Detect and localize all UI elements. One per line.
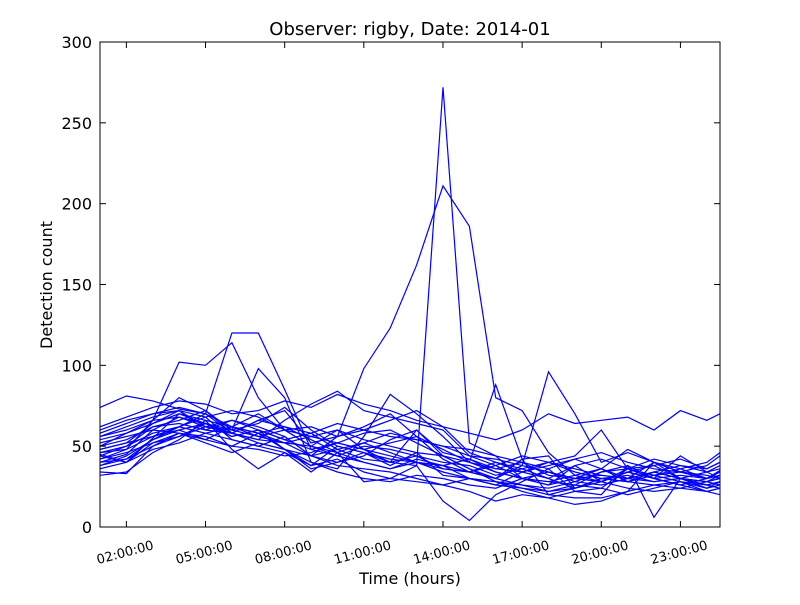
series-line-19 <box>100 393 720 441</box>
series-line-4 <box>100 367 720 489</box>
x-tick-label: 14:00:00 <box>412 538 472 568</box>
y-tick-label: 0 <box>82 518 92 537</box>
x-tick-label: 08:00:00 <box>253 538 313 568</box>
y-tick-label: 250 <box>61 114 92 133</box>
y-tick-label: 300 <box>61 33 92 52</box>
series-line-2 <box>100 87 720 486</box>
y-tick-label: 150 <box>61 276 92 295</box>
x-tick-label: 20:00:00 <box>570 538 630 568</box>
x-tick-label: 11:00:00 <box>333 538 393 568</box>
series-line-22 <box>100 422 720 480</box>
series-line-23 <box>100 429 720 506</box>
series-line-21 <box>100 413 720 473</box>
x-tick-label: 05:00:00 <box>174 538 234 568</box>
y-tick-label: 50 <box>72 437 92 456</box>
y-tick-label: 200 <box>61 195 92 214</box>
series-line-3 <box>100 332 720 480</box>
x-tick-label: 17:00:00 <box>491 538 551 568</box>
axes: 0 50 100 150 200 250 300 02:00:00 05:00:00 08:00:… <box>61 33 721 568</box>
x-tick-label: 02:00:00 <box>95 538 155 568</box>
chart-title: Observer: rigby, Date: 2014-01 <box>269 19 550 40</box>
series-line-26 <box>100 416 720 480</box>
series-line-15 <box>100 406 720 480</box>
y-axis-label: Detection count <box>37 221 56 349</box>
series-line-12 <box>100 413 720 483</box>
x-axis-label: Time (hours) <box>358 569 461 588</box>
series-group <box>100 87 720 522</box>
series-line-17 <box>100 432 720 502</box>
y-tick-label: 100 <box>61 356 92 375</box>
series-line-20 <box>100 432 720 489</box>
x-tick-label: 23:00:00 <box>649 538 709 568</box>
